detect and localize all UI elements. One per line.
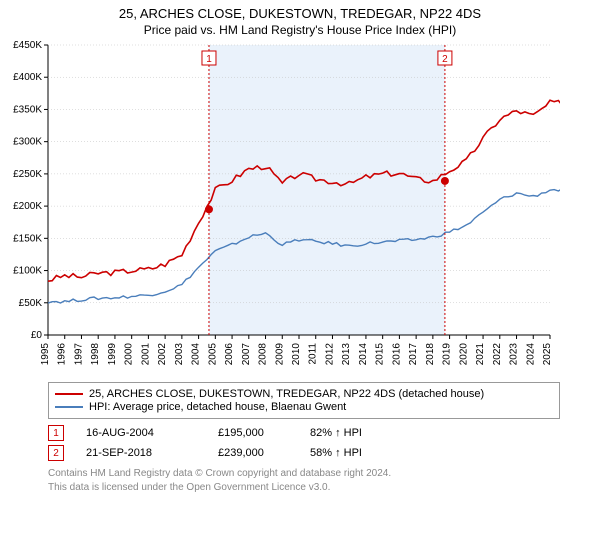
legend-row: HPI: Average price, detached house, Blae… (55, 401, 553, 413)
x-axis-label: 1999 (107, 343, 118, 366)
x-axis-label: 2001 (140, 343, 151, 366)
x-axis-label: 1996 (57, 343, 68, 366)
x-axis-label: 2013 (341, 343, 352, 366)
x-axis-label: 2007 (241, 343, 252, 366)
sale-date: 16-AUG-2004 (86, 427, 196, 439)
sale-row: 2 21-SEP-2018 £239,000 58% ↑ HPI (48, 445, 560, 461)
sale-marker-dot (441, 177, 449, 185)
x-axis-label: 2019 (442, 343, 453, 366)
sale-row: 1 16-AUG-2004 £195,000 82% ↑ HPI (48, 425, 560, 441)
x-axis-label: 2022 (492, 343, 503, 366)
legend: 25, ARCHES CLOSE, DUKESTOWN, TREDEGAR, N… (48, 382, 560, 419)
container: 25, ARCHES CLOSE, DUKESTOWN, TREDEGAR, N… (0, 0, 600, 560)
x-axis-label: 2021 (475, 343, 486, 366)
x-axis-label: 2016 (391, 343, 402, 366)
x-axis-label: 2002 (157, 343, 168, 366)
sales-table: 1 16-AUG-2004 £195,000 82% ↑ HPI 2 21-SEP-201… (48, 425, 560, 461)
x-axis-label: 2010 (291, 343, 302, 366)
x-axis-label: 2018 (425, 343, 436, 366)
sale-marker-badge-label: 2 (442, 54, 448, 65)
x-axis-label: 2025 (542, 343, 553, 366)
page-title: 25, ARCHES CLOSE, DUKESTOWN, TREDEGAR, N… (0, 0, 600, 21)
x-axis-label: 2008 (258, 343, 269, 366)
x-axis-label: 2009 (274, 343, 285, 366)
page-subtitle: Price paid vs. HM Land Registry's House … (0, 23, 600, 37)
legend-row: 25, ARCHES CLOSE, DUKESTOWN, TREDEGAR, N… (55, 388, 553, 400)
y-axis-label: £250K (13, 169, 42, 180)
footer-line: This data is licensed under the Open Gov… (48, 481, 560, 495)
legend-label: 25, ARCHES CLOSE, DUKESTOWN, TREDEGAR, N… (89, 388, 484, 400)
price-chart: £0 £50K £100K £150K £200K £250K £300K £350K £400… (0, 37, 560, 367)
sale-price: £195,000 (218, 427, 288, 439)
footer-attribution: Contains HM Land Registry data © Crown c… (48, 467, 560, 494)
x-axis-label: 2024 (525, 343, 536, 366)
x-axis-label: 2023 (509, 343, 520, 366)
x-axis-label: 2014 (358, 343, 369, 366)
x-axis-label: 2004 (191, 343, 202, 366)
sale-date: 21-SEP-2018 (86, 447, 196, 459)
legend-label: HPI: Average price, detached house, Blae… (89, 401, 346, 413)
x-axis-label: 2003 (174, 343, 185, 366)
x-axis-label: 1998 (90, 343, 101, 366)
sale-hpi: 58% ↑ HPI (310, 447, 362, 459)
x-axis-label: 2012 (324, 343, 335, 366)
y-axis-label: £300K (13, 137, 42, 148)
y-axis-label: £400K (13, 72, 42, 83)
footer-line: Contains HM Land Registry data © Crown c… (48, 467, 560, 481)
legend-swatch (55, 406, 83, 408)
y-axis-label: £150K (13, 233, 42, 244)
y-axis-label: £0 (31, 330, 43, 341)
y-axis-label: £100K (13, 266, 42, 277)
x-axis-label: 1995 (40, 343, 51, 366)
x-axis-label: 2015 (375, 343, 386, 366)
x-axis-label: 2017 (408, 343, 419, 366)
sale-price: £239,000 (218, 447, 288, 459)
y-axis-label: £450K (13, 40, 42, 51)
y-axis-label: £200K (13, 201, 42, 212)
x-axis-label: 2005 (207, 343, 218, 366)
sale-marker-dot (205, 205, 213, 213)
x-axis-label: 2000 (124, 343, 135, 366)
x-axis-label: 1997 (73, 343, 84, 366)
sale-marker-badge-label: 1 (206, 54, 212, 65)
x-axis-label: 2006 (224, 343, 235, 366)
x-axis-label: 2020 (458, 343, 469, 366)
sale-hpi: 82% ↑ HPI (310, 427, 362, 439)
y-axis-label: £350K (13, 104, 42, 115)
y-axis-label: £50K (19, 298, 43, 309)
sale-badge: 2 (48, 445, 64, 461)
sale-badge: 1 (48, 425, 64, 441)
x-axis-label: 2011 (308, 343, 319, 365)
legend-swatch (55, 393, 83, 395)
